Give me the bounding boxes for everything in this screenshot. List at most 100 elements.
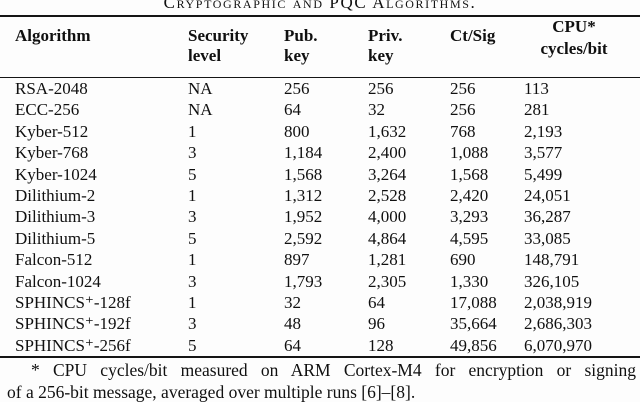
table-cell: 897 bbox=[284, 250, 310, 270]
table-cell: 1,088 bbox=[450, 143, 489, 163]
table-row: Kyber-768 3 1,184 2,400 1,088 3,577 bbox=[0, 142, 640, 163]
table-cell: 1 bbox=[188, 121, 197, 141]
table-cell: 1,568 bbox=[450, 164, 489, 184]
table-cell: 2,420 bbox=[450, 186, 489, 206]
table-cell: 64 bbox=[284, 100, 301, 120]
table-cell: 2,193 bbox=[524, 121, 563, 141]
table-cell: 768 bbox=[450, 121, 476, 141]
table-cell: 256 bbox=[284, 79, 310, 98]
table-cell: 690 bbox=[450, 250, 476, 270]
table-row: Falcon-1024 3 1,793 2,305 1,330 326,105 bbox=[0, 271, 640, 292]
table-cell: 3 bbox=[188, 143, 197, 163]
header-line: Ct/Sig bbox=[450, 26, 496, 45]
header-line: Pub. bbox=[284, 26, 318, 45]
table-cell: 2,400 bbox=[368, 143, 407, 163]
table-cell: Kyber-1024 bbox=[15, 164, 97, 184]
table-cell: 113 bbox=[524, 79, 549, 98]
table-row: Kyber-512 1 800 1,632 768 2,193 bbox=[0, 121, 640, 142]
table-cell: 96 bbox=[368, 314, 385, 334]
column-header-ct-sig: Ct/Sig bbox=[450, 16, 524, 78]
table-cell: 4,864 bbox=[368, 228, 407, 248]
table-cell: 5 bbox=[188, 164, 197, 184]
table-cell: 32 bbox=[368, 100, 385, 120]
table-cell: 1 bbox=[188, 250, 197, 270]
table-cell: Kyber-768 bbox=[15, 143, 89, 163]
table-body: RSA-2048 NA 256 256 256 113 ECC-256 NA 64 32 256 28… bbox=[0, 78, 640, 358]
table-cell: 1,330 bbox=[450, 271, 489, 291]
algorithm-comparison-table: Algorithm Security level Pub. key Priv. … bbox=[0, 15, 640, 358]
table-cell: 1,952 bbox=[284, 207, 323, 227]
table-cell: 5,499 bbox=[524, 164, 563, 184]
table-cell: 1,793 bbox=[284, 271, 323, 291]
table-cell: SPHINCS⁺-192f bbox=[15, 314, 131, 334]
table-cell: NA bbox=[188, 79, 213, 98]
table-header: Algorithm Security level Pub. key Priv. … bbox=[0, 16, 640, 78]
table-row: Dilithium-3 3 1,952 4,000 3,293 36,287 bbox=[0, 206, 640, 227]
table-cell: 2,592 bbox=[284, 228, 323, 248]
table-row: Dilithium-5 5 2,592 4,864 4,595 33,085 bbox=[0, 228, 640, 249]
table-cell: 326,105 bbox=[524, 271, 580, 291]
table-cell: Dilithium-3 bbox=[15, 207, 96, 227]
table-cell: SPHINCS⁺-128f bbox=[15, 293, 131, 313]
table-cell: 1,312 bbox=[284, 186, 323, 206]
table-cell: Kyber-512 bbox=[15, 121, 89, 141]
table-cell: 128 bbox=[368, 335, 394, 355]
table-row: Falcon-512 1 897 1,281 690 148,791 bbox=[0, 249, 640, 270]
table-cell: 2,305 bbox=[368, 271, 407, 291]
table-cell: 4,000 bbox=[368, 207, 407, 227]
table-cell: 148,791 bbox=[524, 250, 580, 270]
table-cell: 281 bbox=[524, 100, 550, 120]
column-header-priv-key: Priv. key bbox=[368, 16, 450, 78]
table-cell: 1,568 bbox=[284, 164, 323, 184]
table-cell: 49,856 bbox=[450, 335, 497, 355]
column-header-pub-key: Pub. key bbox=[284, 16, 368, 78]
table-cell: Dilithium-5 bbox=[15, 228, 96, 248]
table-cell: 2,686,303 bbox=[524, 314, 592, 334]
table-cell: 35,664 bbox=[450, 314, 497, 334]
table-cell: NA bbox=[188, 100, 213, 120]
cpu-header-block: CPU* cycles/bit bbox=[524, 16, 624, 60]
table-cell: 24,051 bbox=[524, 186, 571, 206]
column-header-cpu-cycles: CPU* cycles/bit bbox=[524, 16, 640, 78]
table-cell: 48 bbox=[284, 314, 301, 334]
table-cell: 256 bbox=[368, 79, 394, 98]
table-row: SPHINCS⁺-256f 5 64 128 49,856 6,070,970 bbox=[0, 335, 640, 357]
table-cell: 4,595 bbox=[450, 228, 489, 248]
table-cell: 32 bbox=[284, 293, 301, 313]
table-cell: 33,085 bbox=[524, 228, 571, 248]
table-header-row: Algorithm Security level Pub. key Priv. … bbox=[0, 16, 640, 78]
table-cell: 17,088 bbox=[450, 293, 497, 313]
footnote-line: * CPU cycles/bit measured on ARM Cortex-… bbox=[31, 360, 636, 380]
table-row: SPHINCS⁺-128f 1 32 64 17,088 2,038,919 bbox=[0, 292, 640, 313]
table-cell: 1,281 bbox=[368, 250, 407, 270]
table-cell: Falcon-1024 bbox=[15, 271, 101, 291]
table-cell: 6,070,970 bbox=[524, 335, 592, 355]
table-cell: 256 bbox=[450, 100, 476, 120]
table-cell: Dilithium-2 bbox=[15, 186, 96, 206]
table-cell: 800 bbox=[284, 121, 310, 141]
table-row: SPHINCS⁺-192f 3 48 96 35,664 2,686,303 bbox=[0, 313, 640, 334]
table-cell: 3,293 bbox=[450, 207, 489, 227]
table-cell: 36,287 bbox=[524, 207, 571, 227]
table-cell: 2,038,919 bbox=[524, 293, 592, 313]
table-cell: 256 bbox=[450, 79, 476, 98]
header-line: key bbox=[284, 46, 310, 65]
table-cell: 1,184 bbox=[284, 143, 323, 163]
header-line: CPU* bbox=[552, 17, 596, 36]
table-cell: ECC-256 bbox=[15, 100, 80, 120]
table-cell: 1 bbox=[188, 293, 197, 313]
table-row: Kyber-1024 5 1,568 3,264 1,568 5,499 bbox=[0, 164, 640, 185]
footnote-line: of a 256-bit message, averaged over mult… bbox=[7, 381, 416, 402]
table-cell: 3 bbox=[188, 271, 197, 291]
table-cell: 64 bbox=[284, 335, 301, 355]
table-cell: 2,528 bbox=[368, 186, 407, 206]
table-cell: 5 bbox=[188, 228, 197, 248]
table-row: RSA-2048 NA 256 256 256 113 bbox=[0, 78, 640, 100]
column-header-algorithm: Algorithm bbox=[0, 16, 188, 78]
table-cell: RSA-2048 bbox=[15, 79, 88, 98]
table-caption: Cryptographic and PQC Algorithms. bbox=[163, 0, 477, 12]
header-line: Algorithm bbox=[15, 26, 91, 45]
table-cell: Falcon-512 bbox=[15, 250, 93, 270]
table-cell: 64 bbox=[368, 293, 385, 313]
header-line: Priv. bbox=[368, 26, 403, 45]
